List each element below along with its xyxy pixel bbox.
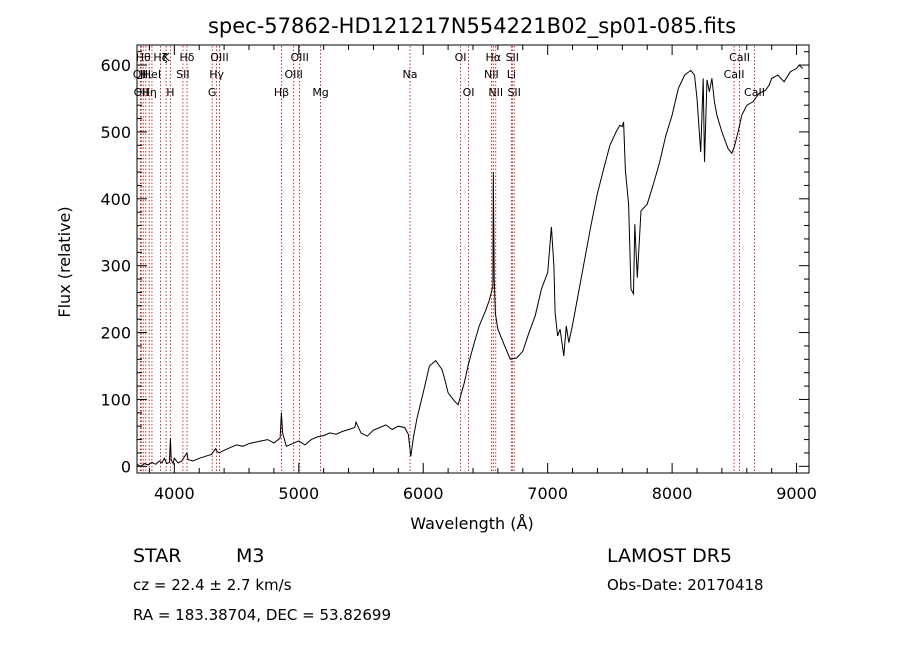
spectral-line-label: CaII — [729, 51, 750, 64]
spectral-line-label: Hδ — [180, 51, 195, 64]
spectral-line-label: G — [208, 86, 217, 99]
spectral-line-label: Hγ — [209, 68, 224, 81]
spectral-line-label: OI — [463, 86, 475, 99]
spectral-line-label: SII — [506, 51, 519, 64]
spectral-line-label: Mg — [312, 86, 328, 99]
x-tick-label: 7000 — [527, 484, 568, 503]
y-tick-label: 100 — [100, 390, 131, 409]
spectral-line-label: OIII — [284, 68, 302, 81]
object-class: STAR — [133, 545, 181, 567]
x-tick-label: 6000 — [403, 484, 444, 503]
x-tick-label: 4000 — [154, 484, 195, 503]
spectral-line-label: Hθ — [136, 51, 151, 64]
spectral-line-label: NII — [484, 68, 499, 81]
x-tick-label: 5000 — [278, 484, 319, 503]
spectral-line-label: Na — [403, 68, 418, 81]
x-tick-label: 9000 — [776, 484, 817, 503]
spectral-line-label: Hη — [142, 86, 157, 99]
spectral-line-label: K — [163, 51, 171, 64]
plot-frame — [136, 44, 810, 474]
spectral-line-label: H — [166, 86, 174, 99]
y-axis-label: Flux (relative) — [55, 206, 74, 317]
observation-date: Obs-Date: 20170418 — [607, 576, 764, 594]
spectral-line-label: Hι — [140, 68, 152, 81]
spectral-line-label: Hβ — [274, 86, 289, 99]
spectral-line-label: Li — [507, 68, 516, 81]
chart-title: spec-57862-HD121217N554221B02_sp01-085.f… — [208, 14, 736, 39]
spectral-line-label: CaII — [744, 86, 765, 99]
spectral-line-label: OIII — [290, 51, 308, 64]
x-tick-label: 8000 — [652, 484, 693, 503]
spectral-line-label: Hα — [486, 51, 502, 64]
x-axis-ticks: 4000 5000 6000 7000 8000 9000 — [148, 45, 817, 503]
y-tick-label: 200 — [100, 324, 131, 343]
y-tick-label: 0 — [121, 457, 131, 476]
spectral-line-label: Hζ — [153, 51, 167, 64]
survey-name: LAMOST DR5 — [607, 545, 732, 567]
spectrum-line — [136, 64, 804, 467]
y-tick-label: 600 — [100, 56, 131, 75]
spectral-line-label: SII — [507, 86, 520, 99]
spectral-line-label: OIII — [210, 51, 228, 64]
y-tick-label: 300 — [100, 257, 131, 276]
redshift-readout: cz = 22.4 ± 2.7 km/s — [133, 576, 292, 594]
spectral-line-label: OI — [455, 51, 467, 64]
object-subclass: M3 — [236, 545, 264, 567]
spectral-line-label: CaII — [724, 68, 745, 81]
y-tick-label: 500 — [100, 123, 131, 142]
y-tick-label: 400 — [100, 190, 131, 209]
spectral-line-label: SII — [176, 68, 189, 81]
spectral-line-label: NII — [488, 86, 503, 99]
x-axis-label: Wavelength (Å) — [410, 514, 533, 533]
spectral-line-markers — [139, 46, 755, 472]
spectral-line-label: HeI — [143, 68, 161, 81]
coordinates-readout: RA = 183.38704, DEC = 53.82699 — [133, 606, 391, 624]
y-axis-ticks: 0 100 200 300 400 500 600 — [100, 51, 809, 476]
spectral-line-labels: OIIOIIHθHιHηHeIHζKHSIIHδGHγOIIIHβOIIIOII… — [133, 51, 765, 99]
